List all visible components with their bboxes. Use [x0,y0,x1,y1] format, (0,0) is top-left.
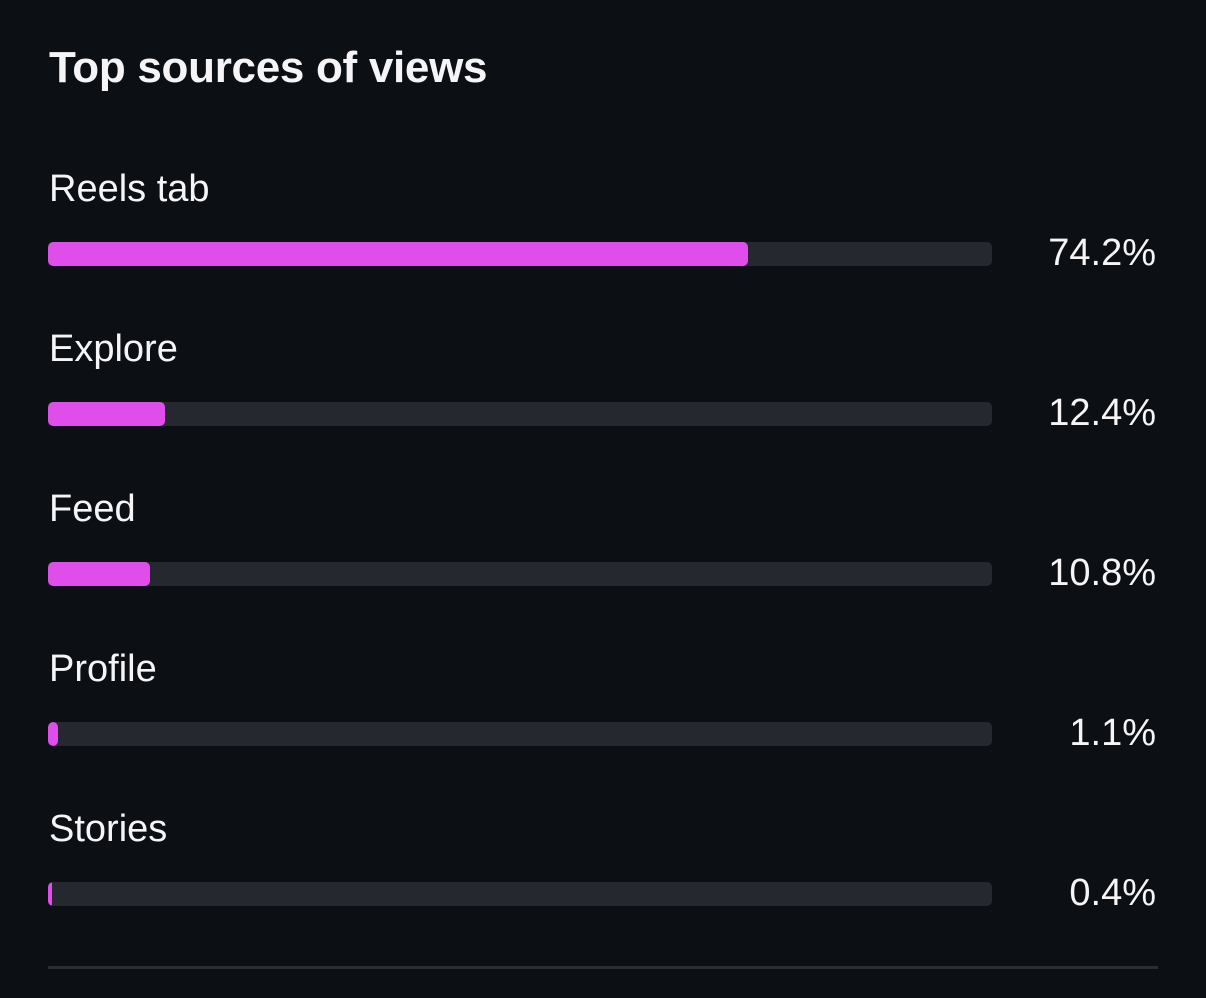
source-row: Explore 12.4% [0,324,1206,484]
progress-track [48,722,992,746]
progress-fill [48,242,748,266]
source-row: Feed 10.8% [0,484,1206,644]
source-label: Stories [49,808,168,850]
source-percentage: 12.4% [1048,392,1156,434]
progress-track [48,402,992,426]
source-percentage: 0.4% [1069,872,1156,914]
source-percentage: 1.1% [1069,712,1156,754]
progress-fill [48,562,150,586]
progress-track [48,242,992,266]
source-row: Profile 1.1% [0,644,1206,804]
source-percentage: 74.2% [1048,232,1156,274]
progress-fill [48,882,52,906]
source-label: Explore [49,328,178,370]
source-row: Reels tab 74.2% [0,164,1206,324]
progress-track [48,882,992,906]
source-row: Stories 0.4% [0,804,1206,964]
source-label: Profile [49,648,157,690]
source-percentage: 10.8% [1048,552,1156,594]
progress-fill [48,402,165,426]
chart-title: Top sources of views [49,43,488,92]
progress-fill [48,722,58,746]
source-label: Feed [49,488,136,530]
source-label: Reels tab [49,168,210,210]
divider [48,966,1158,969]
progress-track [48,562,992,586]
